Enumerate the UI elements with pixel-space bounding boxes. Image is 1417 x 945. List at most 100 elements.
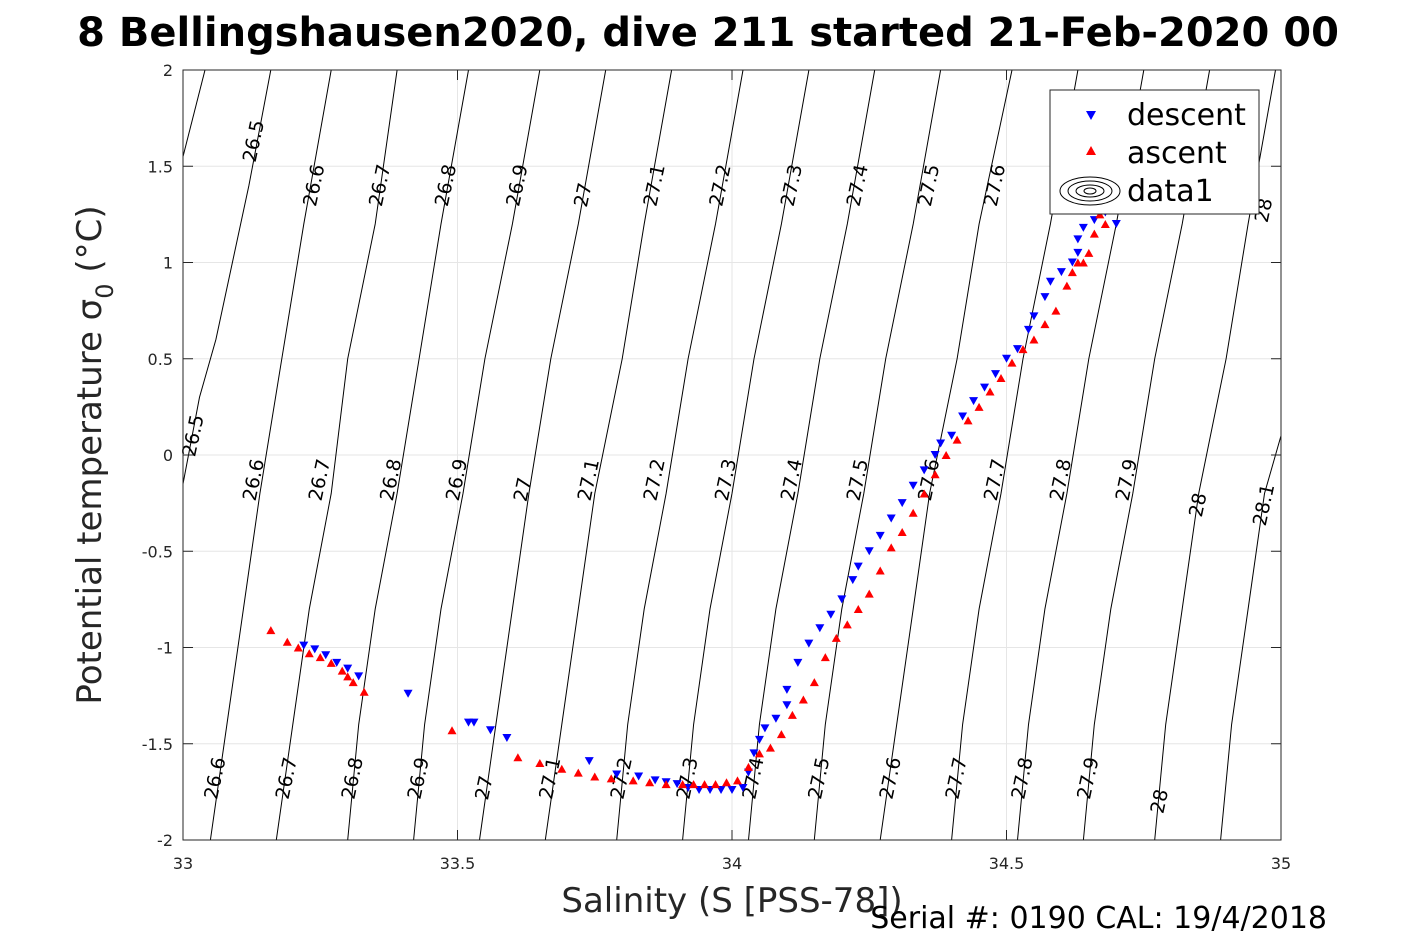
descent-point [749,749,759,758]
ascent-point [930,470,940,479]
contour-line-27.7 [951,69,1079,841]
legend-ascent-label: ascent [1127,136,1227,171]
descent-point [650,776,660,785]
descent-point [332,658,342,667]
ascent-point [1067,268,1077,277]
x-axis-label: Salinity (S [PSS-78]) [561,881,902,921]
x-tick-label: 34 [722,854,742,873]
ascent-point [809,678,819,687]
density-contours [182,69,1282,841]
descent-point [672,780,682,789]
descent-point [343,664,353,673]
ascent-point [1089,229,1099,238]
y-axis-label-sigma: σ [70,299,110,321]
descent-point [299,641,309,650]
ascent-point [886,543,896,552]
descent-point [584,757,594,766]
descent-point [947,431,957,440]
descent-point [310,645,320,654]
ascent-point [678,780,688,789]
ascent-point [875,566,885,575]
contour-line-27.9 [1082,69,1211,841]
descent-point [634,772,644,781]
legend-contour-icon [1059,176,1121,206]
y-axis-label-text: Potential temperature [70,320,110,704]
x-tick-label: 35 [1271,854,1291,873]
ascent-point [765,743,775,752]
ascent-point [864,589,874,598]
descent-point [1111,220,1121,228]
descent-point [760,724,770,733]
descent-point [1002,354,1011,363]
y-tick-label: -1 [157,639,173,658]
ascent-point [304,649,314,658]
descent-point [804,639,814,648]
ascent-point [293,643,303,652]
descent-point [793,658,803,667]
contour-line-26.7 [275,69,398,841]
descent-point [771,714,781,723]
ascent-point [1029,335,1039,344]
ascent-point [952,435,962,444]
ascent-point [711,780,721,789]
ascent-point [743,762,753,771]
contour-line-26.9 [413,69,541,841]
axis-ticks: 33 33.5 34 34.5 35 -2 -1.5 -1 -0.5 0 0.5 1 1.5 2 [142,61,1291,873]
ascent-point [700,780,710,789]
ascent-point [326,658,336,667]
contour-line-28.1 [1220,435,1282,841]
descent-point [886,514,896,523]
contour-line-27.6 [879,69,1013,841]
x-tick-label: 33 [173,854,193,873]
descent-point [782,701,792,710]
ascent-point [1062,281,1072,290]
ascent-point [689,780,699,789]
descent-point [1078,223,1088,232]
y-axis-label-unit: (°C) [70,205,110,283]
y-tick-label: 0 [163,446,173,465]
ascent-point [974,402,984,411]
ascent-point [359,687,369,696]
descent-point [1029,312,1039,321]
descent-point [1023,325,1033,334]
ascent-point [573,768,583,777]
descent-point [1073,248,1083,257]
x-tick-label: 34.5 [989,854,1025,873]
descent-point [848,576,858,585]
descent-point [980,383,990,392]
ascent-point [754,749,764,758]
contour-label: 27 [510,475,537,503]
y-tick-label: -0.5 [142,542,173,561]
legend-data1-label: data1 [1127,174,1214,209]
ascent-point [282,637,292,646]
chart-title: 8 Bellingshausen2020, dive 211 started 2… [77,10,1339,56]
descent-point [815,624,825,633]
ascent-point [853,605,863,613]
x-tick-label: 33.5 [440,854,476,873]
ascent-point [1084,248,1094,257]
y-tick-label: -2 [157,831,173,850]
descent-point [826,610,836,619]
ascent-point [897,528,907,536]
contour-label: 28 [1146,787,1173,815]
y-tick-label: 1 [163,254,173,273]
contour-line-26.6 [209,69,332,841]
ascent-point [266,626,276,635]
ascent-point [628,776,638,785]
descent-point [403,689,413,698]
footer-serial: Serial #: 0190 CAL: 19/4/2018 [870,901,1327,936]
legend-ascent-marker [1086,146,1096,155]
contour-line-27.5 [813,69,942,841]
ascent-point [1078,258,1088,267]
ascent-point [1007,358,1017,367]
ascent-point [348,678,358,687]
descent-point [864,547,874,556]
descent-point [837,595,847,604]
ascent-point [776,730,786,739]
ascent-point [1051,306,1061,315]
descent-point [354,672,364,681]
descent-point [727,785,737,794]
contour-line-27.4 [748,69,876,841]
contour-label: 27 [570,181,597,209]
legend-box [1049,89,1260,215]
